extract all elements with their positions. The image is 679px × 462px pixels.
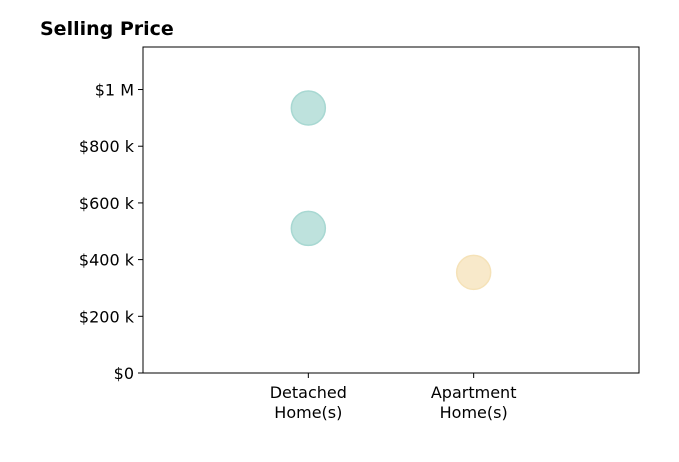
data-point bbox=[290, 210, 327, 247]
y-tick-label: $0 bbox=[114, 364, 134, 383]
x-tick-label: Detached Home(s) bbox=[270, 383, 347, 422]
data-point bbox=[290, 90, 327, 126]
y-axis: $0 $200 k $400 k $600 k $800 k $1 M bbox=[79, 81, 143, 383]
y-tick-label: $200 k bbox=[79, 307, 135, 326]
chart-title: Selling Price bbox=[40, 18, 174, 40]
plot-frame bbox=[142, 46, 640, 374]
y-tick-label: $1 M bbox=[95, 81, 134, 100]
data-points bbox=[290, 90, 492, 291]
data-point bbox=[455, 254, 492, 291]
y-tick-label: $600 k bbox=[79, 194, 135, 213]
y-tick-label: $400 k bbox=[79, 251, 135, 270]
y-tick-label: $800 k bbox=[79, 137, 135, 156]
x-tick-label: Apartment Home(s) bbox=[431, 383, 517, 422]
x-axis: Detached Home(s) Apartment Home(s) bbox=[270, 373, 517, 422]
